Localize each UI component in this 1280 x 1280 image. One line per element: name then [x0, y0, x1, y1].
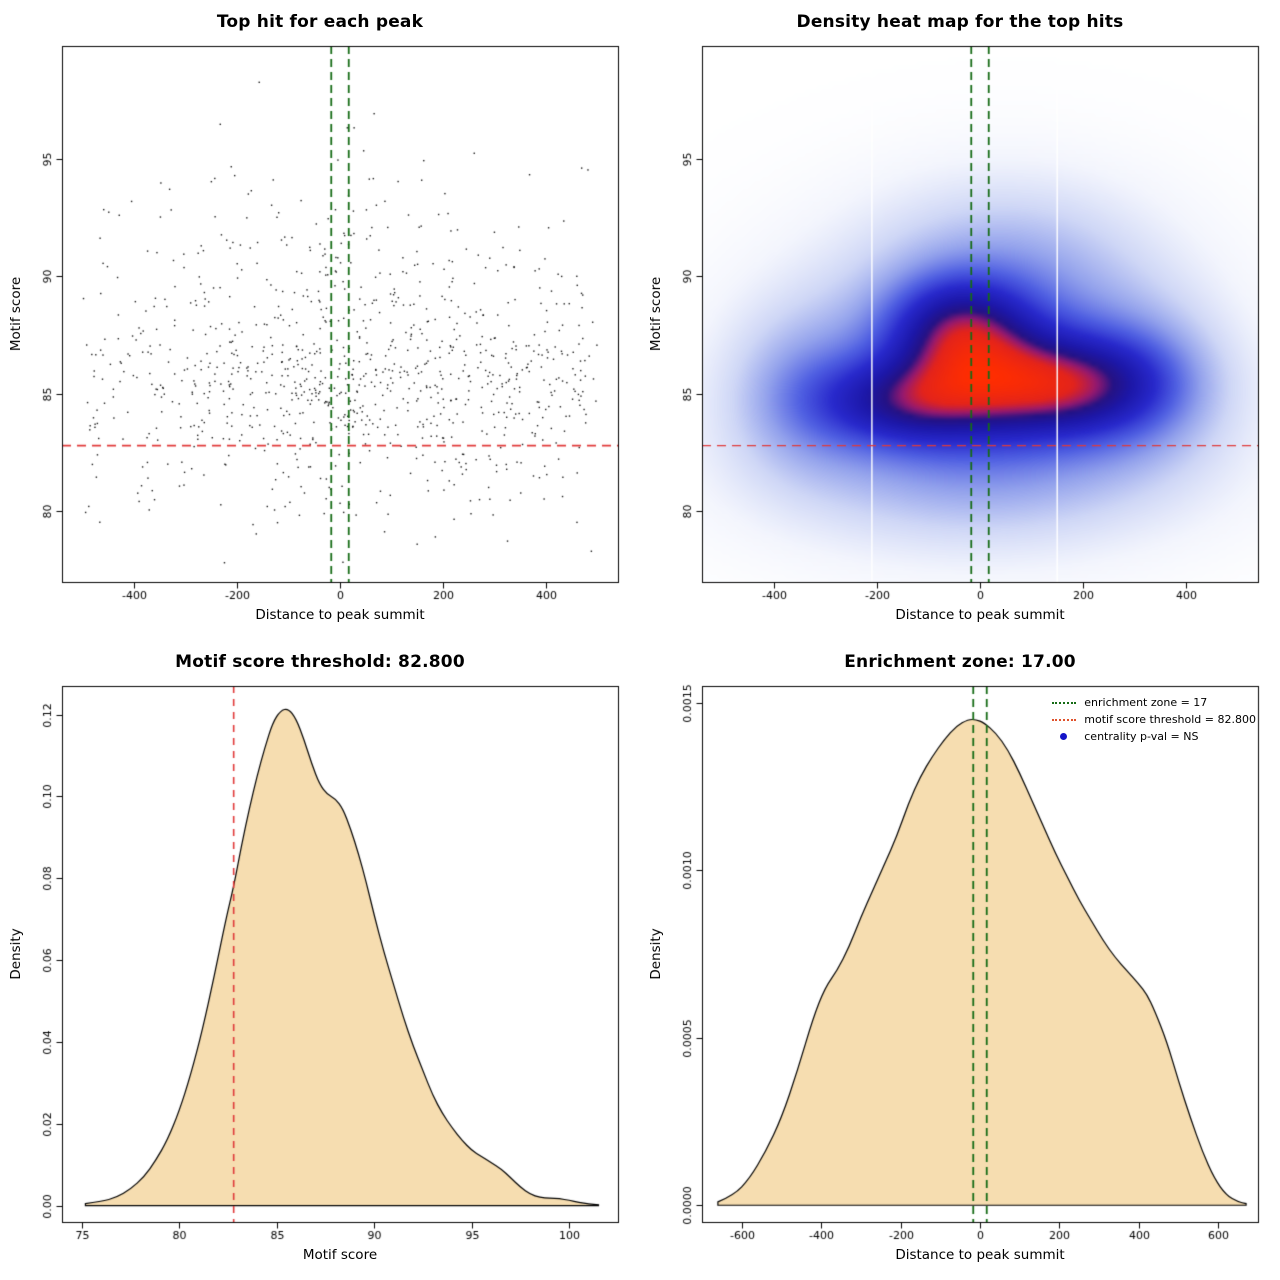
- legend-item-centrality-pval: centrality p-val = NS: [1052, 728, 1256, 745]
- legend-item-enrichment-zone: enrichment zone = 17: [1052, 694, 1256, 711]
- panel-enrichment-zone-density: Enrichment zone: 17.00 Distance to peak …: [640, 640, 1280, 1280]
- panel-motif-score-density: Motif score threshold: 82.800 Motif scor…: [0, 640, 640, 1280]
- scatter-x-axis-label: Distance to peak summit: [255, 607, 425, 623]
- motif-score-density-title: Motif score threshold: 82.800: [175, 652, 465, 672]
- enrichment-zone-y-axis-label: Density: [648, 928, 664, 980]
- centrality-pval-point-swatch: [1060, 733, 1068, 740]
- plot-legend: enrichment zone = 17 motif score thresho…: [1052, 694, 1256, 745]
- enrichment-zone-line-swatch: [1052, 701, 1077, 704]
- enrichment-zone-density-canvas: [640, 640, 1280, 1280]
- enrichment-zone-x-axis-label: Distance to peak summit: [895, 1247, 1065, 1263]
- heatmap-title: Density heat map for the top hits: [796, 12, 1124, 32]
- heatmap-plot-canvas: [640, 0, 1280, 640]
- motif-score-density-y-axis-label: Density: [8, 928, 24, 980]
- heatmap-y-axis-label: Motif score: [648, 276, 664, 352]
- heatmap-x-axis-label: Distance to peak summit: [895, 607, 1065, 623]
- panel-top-hit-scatter: Top hit for each peak Distance to peak s…: [0, 0, 640, 640]
- legend-item-motif-score-threshold: motif score threshold = 82.800: [1052, 711, 1256, 728]
- scatter-plot-canvas: [0, 0, 640, 640]
- panel-density-heatmap: Density heat map for the top hits Distan…: [640, 0, 1280, 640]
- legend-label-enrichment-zone: enrichment zone = 17: [1084, 695, 1208, 709]
- motif-threshold-line-swatch: [1052, 718, 1077, 721]
- motif-score-density-x-axis-label: Motif score: [302, 1247, 378, 1263]
- enrichment-zone-title: Enrichment zone: 17.00: [844, 652, 1076, 672]
- legend-label-motif-score-threshold: motif score threshold = 82.800: [1084, 712, 1256, 726]
- scatter-title: Top hit for each peak: [216, 12, 424, 32]
- motif-score-density-canvas: [0, 640, 640, 1280]
- scatter-y-axis-label: Motif score: [8, 276, 24, 352]
- legend-label-centrality-pval: centrality p-val = NS: [1084, 729, 1199, 743]
